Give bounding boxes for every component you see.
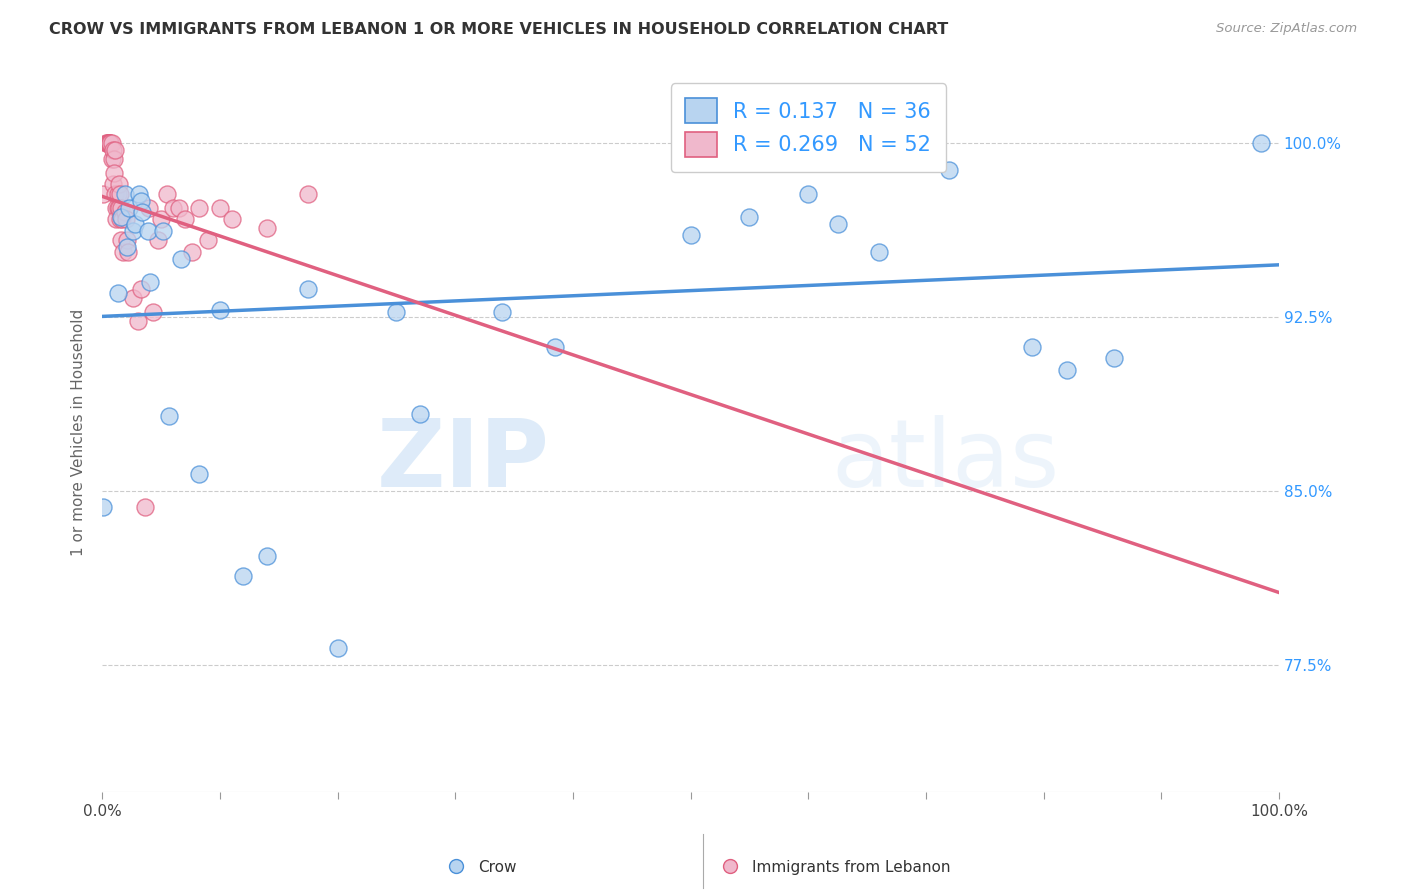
Point <box>180 244 202 259</box>
Point <box>121 224 143 238</box>
Text: Crow: Crow <box>478 860 516 874</box>
Point <box>101 178 124 192</box>
Point <box>385 305 408 319</box>
Point <box>197 233 219 247</box>
Point <box>167 201 190 215</box>
Point <box>162 201 184 215</box>
Point <box>157 409 180 424</box>
Point <box>797 186 820 201</box>
Point <box>187 201 209 215</box>
Point <box>114 212 136 227</box>
Point <box>1102 351 1125 366</box>
Text: ZIP: ZIP <box>377 416 550 508</box>
Point <box>409 407 432 421</box>
Point <box>146 233 169 247</box>
Point <box>93 500 115 514</box>
Point <box>544 340 567 354</box>
Point <box>152 224 174 238</box>
Point <box>114 186 136 201</box>
Point <box>129 194 152 208</box>
Point <box>103 166 125 180</box>
Point <box>98 136 121 150</box>
Point <box>738 210 761 224</box>
Point <box>187 467 209 482</box>
Point <box>115 240 138 254</box>
Text: CROW VS IMMIGRANTS FROM LEBANON 1 OR MORE VEHICLES IN HOUSEHOLD CORRELATION CHAR: CROW VS IMMIGRANTS FROM LEBANON 1 OR MOR… <box>49 22 949 37</box>
Point <box>115 233 138 247</box>
Point <box>129 282 152 296</box>
Point <box>124 217 146 231</box>
Point <box>1021 340 1043 354</box>
Point <box>110 201 132 215</box>
Point <box>256 221 278 235</box>
Point <box>679 228 702 243</box>
Point <box>103 152 125 166</box>
Point <box>104 186 127 201</box>
Point <box>256 549 278 563</box>
Point <box>96 136 118 150</box>
Point <box>938 163 960 178</box>
Point <box>121 291 143 305</box>
Point <box>108 186 131 201</box>
Point <box>208 201 231 215</box>
Point <box>105 212 128 227</box>
Point <box>100 136 122 150</box>
Point <box>491 305 513 319</box>
Point <box>139 275 162 289</box>
Point <box>105 201 128 215</box>
Legend: R = 0.137   N = 36, R = 0.269   N = 52: R = 0.137 N = 36, R = 0.269 N = 52 <box>671 83 946 172</box>
Point <box>827 217 849 231</box>
Point <box>297 186 319 201</box>
Point <box>1056 363 1078 377</box>
Point <box>170 252 193 266</box>
Point <box>297 282 319 296</box>
Text: Source: ZipAtlas.com: Source: ZipAtlas.com <box>1216 22 1357 36</box>
Point <box>138 201 160 215</box>
Point <box>104 143 127 157</box>
Point <box>134 500 156 514</box>
Point <box>868 244 890 259</box>
Point <box>128 186 150 201</box>
Point <box>94 136 117 150</box>
Text: Immigrants from Lebanon: Immigrants from Lebanon <box>752 860 950 874</box>
Point <box>108 212 131 227</box>
Point <box>97 136 120 150</box>
Point <box>107 286 129 301</box>
Point <box>326 641 349 656</box>
Point <box>131 205 153 219</box>
Point <box>136 224 159 238</box>
Y-axis label: 1 or more Vehicles in Household: 1 or more Vehicles in Household <box>72 309 86 557</box>
Point <box>142 305 165 319</box>
Point <box>100 136 122 150</box>
Point <box>107 201 129 215</box>
Point <box>127 314 149 328</box>
Point <box>114 205 136 219</box>
Point <box>107 186 129 201</box>
Point <box>112 244 135 259</box>
Point <box>107 178 129 192</box>
Point <box>117 244 139 259</box>
Point <box>718 858 741 872</box>
Point <box>98 136 121 150</box>
Point <box>173 212 195 227</box>
Point <box>110 233 132 247</box>
Point <box>232 569 254 583</box>
Point <box>100 152 122 166</box>
Point <box>107 201 129 215</box>
Point <box>97 136 120 150</box>
Point <box>1250 136 1272 150</box>
Text: atlas: atlas <box>832 416 1060 508</box>
Point <box>150 212 173 227</box>
Point <box>208 302 231 317</box>
Point <box>156 186 179 201</box>
Point <box>118 201 141 215</box>
Point <box>221 212 243 227</box>
Point <box>101 143 124 157</box>
Point <box>93 186 115 201</box>
Point <box>111 212 134 227</box>
Point <box>110 210 132 224</box>
Point <box>444 858 467 872</box>
Point <box>100 136 122 150</box>
